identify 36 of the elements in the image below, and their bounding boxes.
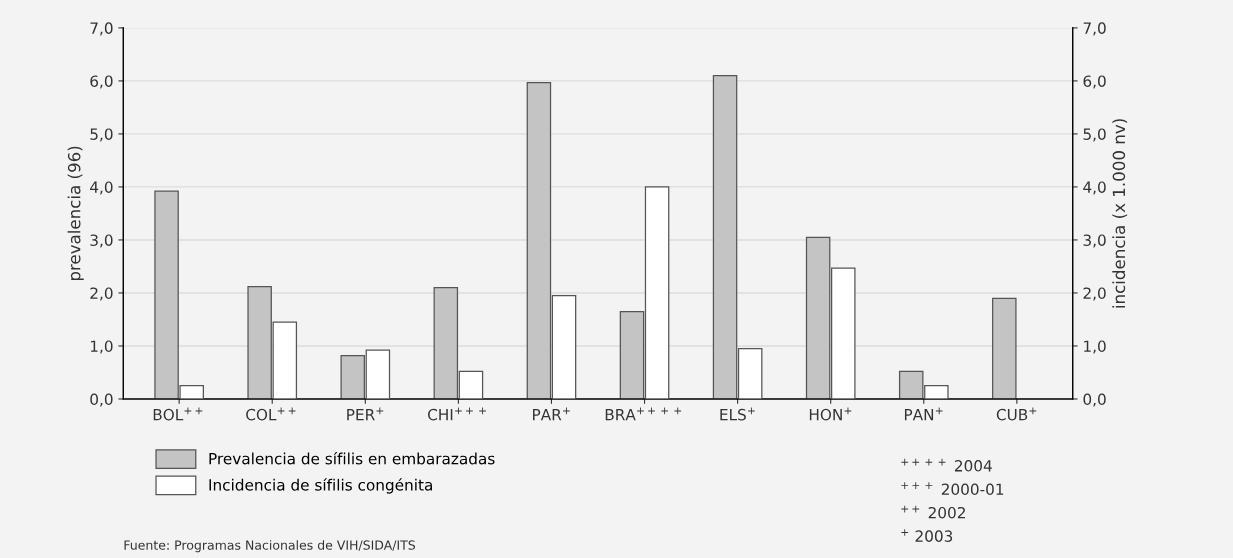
y2-axis-title: incidencia (x 1.000 nv) [1112, 119, 1128, 308]
text: $^{+}$ 2003 [901, 529, 953, 542]
y-tick-label: 4,0 [90, 181, 113, 195]
y-tick-label: 7,0 [90, 22, 113, 36]
x-tick-label: CHI$^{+++}$ [428, 407, 486, 421]
x-tick-label: PER$^{+}$ [347, 407, 384, 421]
x-tick-label: ELS$^{+}$ [720, 407, 755, 421]
text: $^{++++}$ 2004 [901, 458, 992, 472]
legend-label: Incidencia de sífilis congénita [209, 478, 432, 494]
y2-tick-label: 6,0 [1083, 75, 1106, 89]
y2-tick-label: 5,0 [1083, 128, 1106, 142]
x-tick-label: HON$^{+}$ [809, 407, 852, 421]
y2-tick-label: 4,0 [1083, 181, 1106, 195]
y-axis-title: prevalencia (96) [67, 146, 84, 281]
x-tick-label: COL$^{++}$ [246, 407, 296, 421]
y2-tick-label: 7,0 [1083, 22, 1106, 36]
y2-tick-label: 2,0 [1083, 287, 1106, 301]
x-tick-label: PAR$^{+}$ [533, 407, 570, 421]
x-tick-label: PAN$^{+}$ [904, 407, 943, 421]
y-tick-label: 1,0 [90, 340, 113, 354]
source-note: Fuente: Programas Nacionales de VIH/SIDA/ITS [124, 540, 416, 553]
text: $^{+++}$ 2000-01 [901, 482, 1004, 496]
legend-label: Prevalencia de sífilis en embarazadas [209, 451, 495, 465]
y2-tick-label: 0,0 [1083, 393, 1106, 407]
x-tick-label: CUB$^{+}$ [996, 407, 1037, 421]
y-tick-label: 0,0 [90, 393, 113, 407]
y-tick-label: 5,0 [90, 128, 113, 142]
y-tick-label: 2,0 [90, 287, 113, 301]
text: $^{++}$ 2002 [901, 505, 965, 519]
bar [992, 297, 1017, 399]
y2-tick-label: 1,0 [1084, 340, 1106, 354]
x-tick-label: BOL$^{++}$ [153, 407, 203, 421]
y-tick-label: 3,0 [90, 234, 113, 248]
x-tick-label: BRA$^{++++}$ [605, 407, 682, 421]
y2-tick-label: 3,0 [1083, 234, 1106, 248]
y-tick-label: 6,0 [90, 75, 113, 89]
